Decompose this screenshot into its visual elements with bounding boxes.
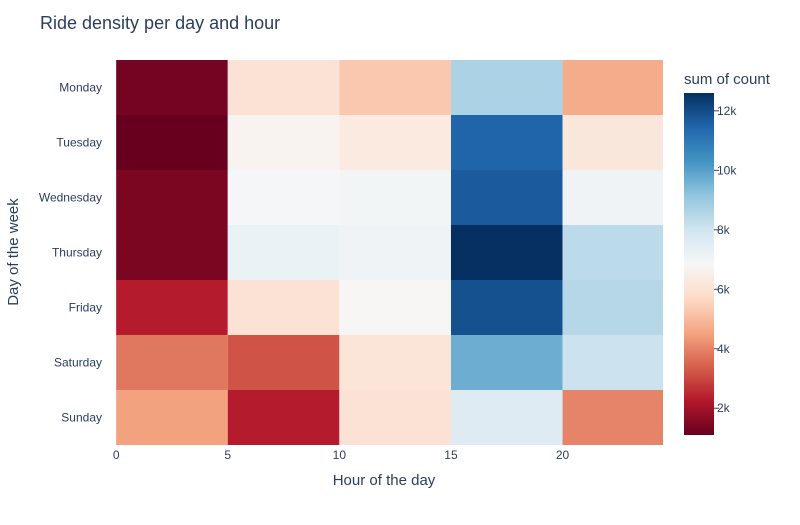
heatmap-cell: [227, 335, 340, 390]
heatmap-cell: [227, 280, 340, 335]
y-tick-label: Sunday: [61, 411, 102, 425]
y-tick-label: Friday: [69, 301, 102, 315]
x-axis-ticks: 0 5 10 15 20: [113, 448, 570, 462]
heatmap-cell: [339, 225, 451, 280]
y-tick-label: Saturday: [54, 356, 102, 370]
x-tick-label: 5: [224, 448, 231, 462]
heatmap-cell: [227, 115, 340, 170]
heatmap-cell: [450, 115, 563, 170]
heatmap-cell: [562, 115, 663, 170]
heatmap-cell: [562, 60, 663, 115]
heatmap-cell: [116, 390, 228, 445]
heatmap-cell: [227, 390, 340, 445]
heatmap-cell: [562, 335, 663, 390]
colorbar-tick-label: 10k: [717, 163, 737, 177]
heatmap-cell: [450, 170, 563, 225]
heatmap-cell: [227, 170, 340, 225]
colorbar-tick-label: 4k: [717, 342, 731, 356]
heatmap-cell: [116, 335, 228, 390]
colorbar-title: sum of count: [684, 71, 771, 88]
x-tick-label: 20: [556, 448, 570, 462]
x-tick-label: 0: [113, 448, 120, 462]
colorbar-tick-label: 12k: [717, 104, 737, 118]
heatmap-cell: [116, 170, 228, 225]
heatmap-cells: [116, 60, 663, 445]
heatmap-cell: [450, 60, 563, 115]
heatmap-cell: [116, 225, 228, 280]
heatmap-cell: [116, 280, 228, 335]
heatmap-cell: [562, 280, 663, 335]
heatmap-cell: [450, 225, 563, 280]
heatmap-cell: [227, 225, 340, 280]
heatmap-cell: [562, 225, 663, 280]
heatmap-cell: [339, 170, 451, 225]
heatmap-cell: [450, 335, 563, 390]
y-tick-label: Thursday: [52, 246, 102, 260]
y-axis-label: Day of the week: [5, 198, 22, 306]
heatmap-cell: [116, 115, 228, 170]
heatmap-cell: [339, 60, 451, 115]
colorbar-ticks: 2k 4k 6k 8k 10k 12k: [714, 104, 737, 415]
heatmap-cell: [339, 115, 451, 170]
y-tick-label: Monday: [59, 81, 102, 95]
x-tick-label: 15: [444, 448, 458, 462]
colorbar-tick-label: 8k: [717, 223, 731, 237]
colorbar: [684, 93, 714, 435]
heatmap-cell: [450, 280, 563, 335]
heatmap-cell: [450, 390, 563, 445]
heatmap-cell: [227, 60, 340, 115]
colorbar-tick-label: 6k: [717, 282, 731, 296]
heatmap-cell: [339, 335, 451, 390]
chart-title: Ride density per day and hour: [40, 13, 280, 33]
y-tick-label: Wednesday: [39, 191, 102, 205]
x-tick-label: 10: [333, 448, 347, 462]
y-axis-ticks: Monday Tuesday Wednesday Thursday Friday Satu…: [39, 81, 102, 425]
heatmap-cell: [339, 280, 451, 335]
heatmap-cell: [562, 390, 663, 445]
heatmap-cell: [562, 170, 663, 225]
heatmap-cell: [339, 390, 451, 445]
colorbar-tick-label: 2k: [717, 401, 731, 415]
x-axis-label: Hour of the day: [333, 472, 436, 489]
heatmap-cell: [116, 60, 228, 115]
y-tick-label: Tuesday: [56, 136, 102, 150]
